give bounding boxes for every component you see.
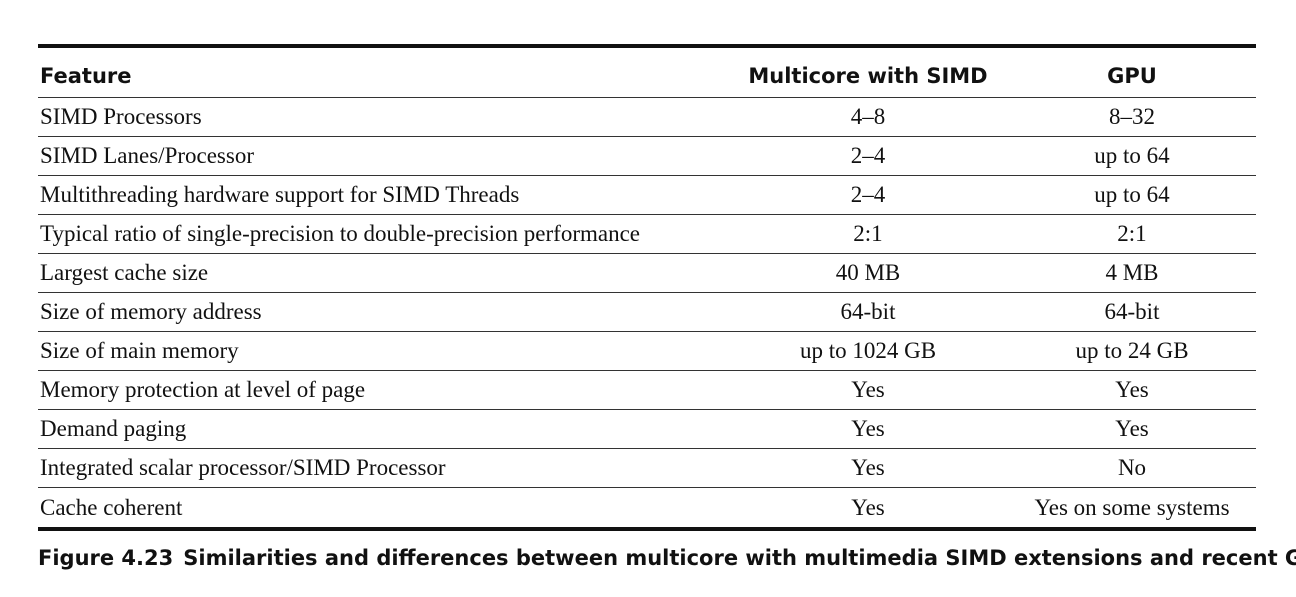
multicore-cell: up to 1024 GB <box>799 338 937 363</box>
gpu-cell: up to 64 <box>1094 143 1170 168</box>
multicore-cell: 4–8 <box>850 104 886 129</box>
multicore-cell: 40 MB <box>835 260 901 285</box>
feature-cell: Cache coherent <box>40 494 183 520</box>
gpu-cell: Yes on some systems <box>1034 494 1230 520</box>
feature-cell: Size of main memory <box>40 338 239 363</box>
multicore-cell: Yes <box>851 416 885 441</box>
feature-cell: Largest cache size <box>40 260 209 285</box>
gpu-cell: No <box>1117 455 1147 480</box>
table-bottom-rule <box>38 527 1256 531</box>
multicore-cell: 2–4 <box>850 182 886 207</box>
table-row: Size of main memory up to 1024 GB up to … <box>38 332 1256 371</box>
caption-text: Similarities and differences between mul… <box>183 546 1296 570</box>
table-row: SIMD Processors 4–8 8–32 <box>38 98 1256 137</box>
table-top-rule <box>38 44 1256 48</box>
gpu-cell: up to 24 GB <box>1075 338 1189 363</box>
feature-cell: SIMD Lanes/Processor <box>40 143 254 168</box>
feature-cell: Size of memory address <box>40 299 262 324</box>
gpu-cell: 4 MB <box>1105 260 1159 285</box>
feature-cell: Integrated scalar processor/SIMD Process… <box>40 455 446 480</box>
gpu-cell: 64-bit <box>1104 299 1160 324</box>
multicore-cell: 64-bit <box>840 299 896 324</box>
table-row: Size of memory address 64-bit 64-bit <box>38 293 1256 332</box>
multicore-cell: 2–4 <box>850 143 886 168</box>
gpu-cell: 2:1 <box>1117 221 1147 246</box>
feature-cell: Demand paging <box>40 416 187 441</box>
table-header-row: Feature Multicore with SIMD GPU <box>38 48 1256 98</box>
feature-cell: Multithreading hardware support for SIMD… <box>40 182 520 207</box>
multicore-cell: Yes <box>851 377 885 402</box>
feature-cell: Memory protection at level of page <box>40 377 366 402</box>
table-row: Integrated scalar processor/SIMD Process… <box>38 449 1256 488</box>
table-row: Demand paging Yes Yes <box>38 410 1256 449</box>
header-feature: Feature <box>40 63 132 88</box>
table-row: Cache coherent Yes Yes on some systems <box>38 488 1256 527</box>
comparison-table: Feature Multicore with SIMD GPU SIMD Pro… <box>38 44 1256 531</box>
gpu-cell: 8–32 <box>1109 104 1155 129</box>
table-row: Largest cache size 40 MB 4 MB <box>38 254 1256 293</box>
table-row: Memory protection at level of page Yes Y… <box>38 371 1256 410</box>
multicore-cell: Yes <box>851 494 885 520</box>
multicore-cell: 2:1 <box>853 221 883 246</box>
figure-caption: Figure 4.23 Similarities and differences … <box>38 546 1296 570</box>
feature-cell: Typical ratio of single-precision to dou… <box>40 221 641 246</box>
table-row: SIMD Lanes/Processor 2–4 up to 64 <box>38 137 1256 176</box>
table-row: Multithreading hardware support for SIMD… <box>38 176 1256 215</box>
gpu-cell: Yes <box>1115 416 1149 441</box>
multicore-cell: Yes <box>851 455 885 480</box>
gpu-cell: Yes <box>1115 377 1149 402</box>
figure-number: Figure 4.23 <box>38 546 174 570</box>
table-row: Typical ratio of single-precision to dou… <box>38 215 1256 254</box>
header-gpu: GPU <box>1107 63 1157 88</box>
feature-cell: SIMD Processors <box>40 104 202 129</box>
gpu-cell: up to 64 <box>1094 182 1170 207</box>
header-multicore: Multicore with SIMD <box>748 63 988 88</box>
